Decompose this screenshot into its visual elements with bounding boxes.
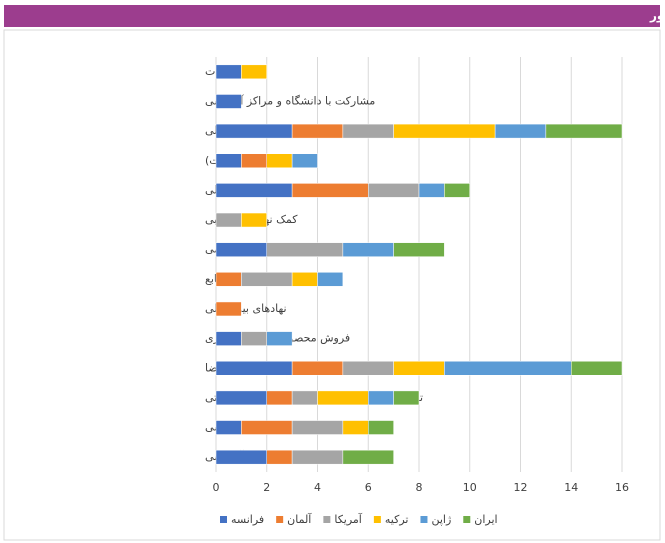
bar-segment [393,123,496,139]
bar-segment [494,123,547,139]
bar-segment [215,123,293,139]
bar-segment [215,272,242,287]
bar-segment [418,183,445,198]
x-tick-label: 12 [514,481,528,494]
bar-segment [444,361,572,376]
legend-label: آمریکا [334,512,362,526]
bar-segment [317,390,369,406]
bar-segment [241,272,293,287]
bar-segment [241,331,267,346]
bar-segment [266,242,344,257]
bar-segment [215,449,267,465]
chart-title: نمودار ۱۰. ساختار مالی تشکل‌های منتخب پژ… [649,9,665,24]
bar-segment [291,123,344,139]
bar-segment [266,153,293,168]
bar-segment [215,242,267,257]
bar-segment [342,449,394,465]
bar-segment [571,361,623,376]
x-tick-label: 0 [213,481,220,494]
y-tick-label: مشارکت با دانشگاه و مراکز آموزشی [205,93,375,107]
legend-label: ایران [474,513,497,526]
bar-segment [215,301,242,317]
bar-segment [291,272,318,287]
x-tick-label: 10 [463,481,477,494]
legend-label: ژاپن [431,513,451,526]
bar-segment [291,449,344,465]
legend-swatch [463,516,471,523]
bar-segment [393,242,445,257]
bar-segment [291,420,344,435]
x-tick-label: 4 [314,481,321,494]
bar-segment [291,153,318,168]
legend-swatch [420,516,428,523]
bar-segment [368,183,420,198]
x-tick-label: 8 [416,481,423,494]
bar-segment [266,449,293,465]
bar-segment [215,212,242,228]
bar-segment [291,390,318,406]
legend-swatch [373,516,381,523]
legend-swatch [323,516,331,523]
bar-segment [266,390,293,406]
bar-segment [215,361,293,376]
bar-segment [342,420,369,435]
bar-segment [215,390,267,406]
bar-segment [368,390,394,406]
legend-label: آلمان [287,512,312,526]
x-tick-label: 2 [263,481,270,494]
bar-segment [241,212,267,228]
x-tick-label: 6 [365,481,372,494]
legend-swatch [276,516,284,523]
bar-segment [342,361,394,376]
bar-segment [368,420,394,435]
bar-segment [393,361,445,376]
title-bar [4,5,660,27]
bar-segment [444,183,470,198]
bar-segment [215,183,293,198]
bar-segment [241,420,293,435]
bar-segment [241,153,267,168]
bar-segment [215,420,242,435]
bar-segment [291,183,369,198]
bar-segment [266,331,293,346]
x-tick-label: 16 [615,481,629,494]
bar-segment [215,153,242,168]
bar-segment [215,94,242,109]
legend-label: فرانسه [231,513,264,526]
bar-segment [342,242,394,257]
bar-segment [393,390,420,406]
legend-label: ترکیه [385,513,409,526]
bar-segment [215,64,242,80]
bar-segment [241,64,267,80]
bar-segment [291,361,344,376]
bar-segment [342,123,394,139]
legend-swatch [220,516,227,523]
bar-segment [215,331,242,346]
bar-segment [545,123,623,139]
x-tick-label: 14 [564,481,578,494]
bar-segment [317,272,344,287]
